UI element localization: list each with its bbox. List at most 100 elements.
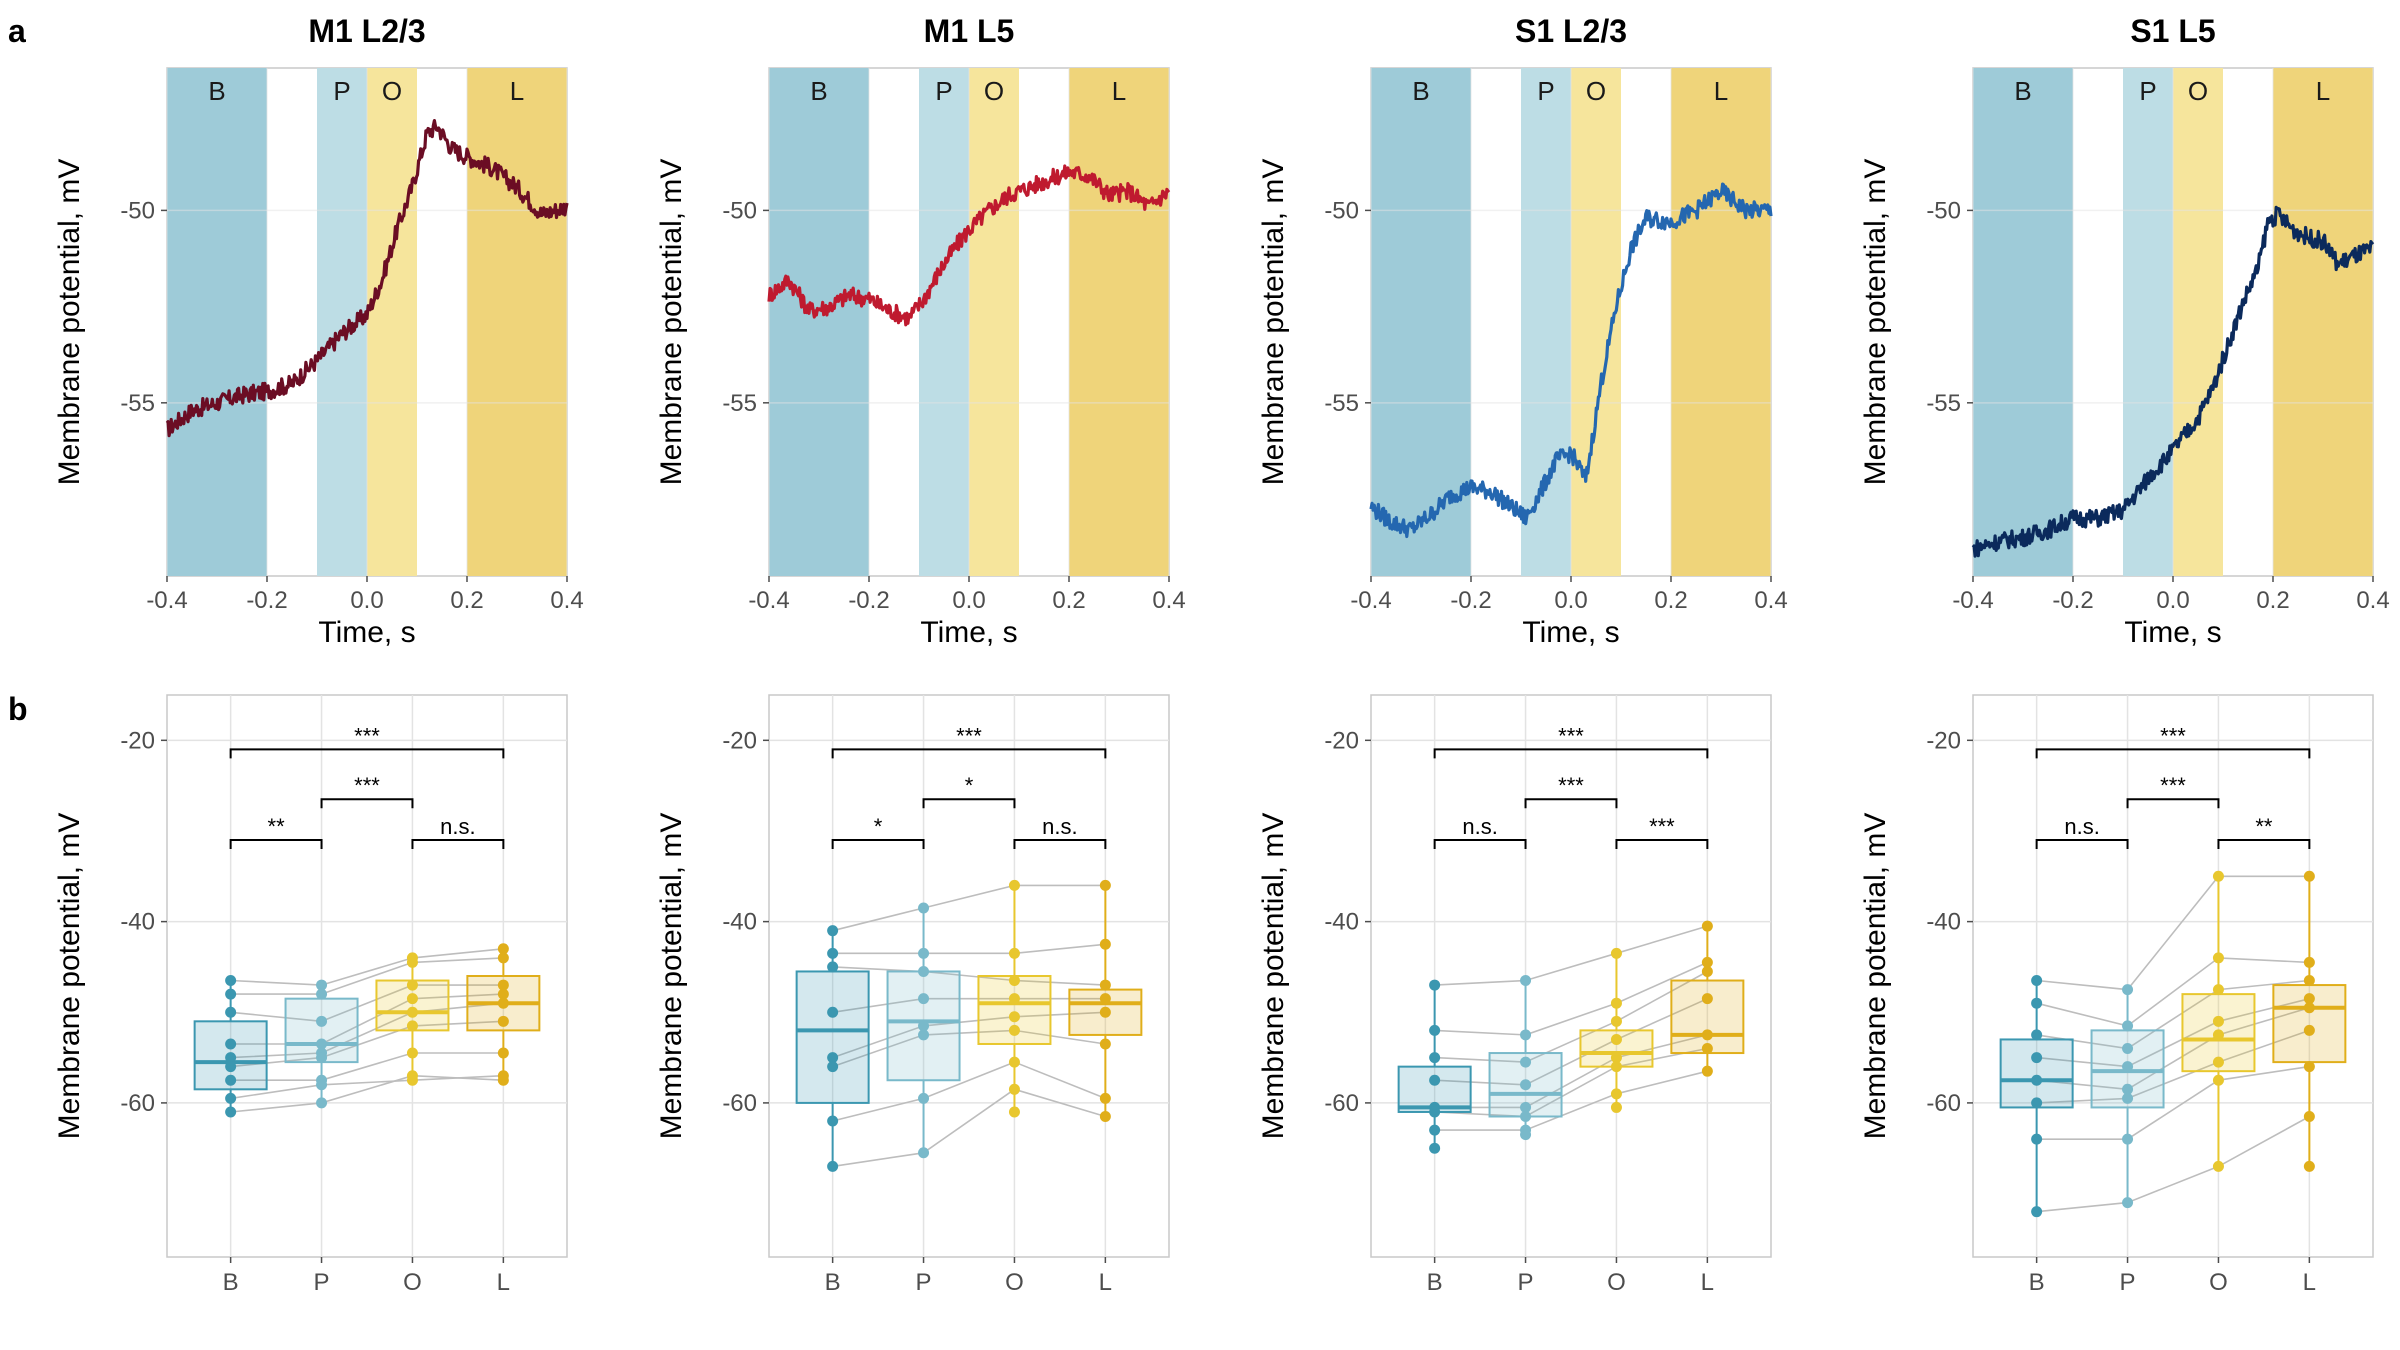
data-point	[406, 993, 418, 1005]
data-point	[1099, 938, 1111, 950]
phase-band-B	[167, 68, 267, 576]
data-point	[827, 961, 839, 973]
x-tick-label: P	[314, 1269, 330, 1296]
significance-bracket	[2126, 798, 2220, 809]
paired-line	[832, 997, 1106, 1014]
phase-label-B: B	[2014, 76, 2031, 106]
data-point	[2122, 1197, 2134, 1209]
y-tick-label: -50	[1926, 197, 1961, 224]
data-point	[2122, 1020, 2134, 1032]
significance-bracket	[320, 798, 414, 809]
data-point	[1429, 1124, 1441, 1136]
series-line	[165, 119, 569, 438]
y-tick-label: -60	[1926, 1090, 1961, 1117]
data-point	[497, 988, 509, 1000]
phase-label-P: P	[333, 76, 350, 106]
phase-label-P: P	[2139, 76, 2156, 106]
x-tick-label: O	[1607, 1269, 1626, 1296]
data-point	[2212, 984, 2224, 996]
phase-label-B: B	[208, 76, 225, 106]
data-point	[2212, 1015, 2224, 1027]
data-point	[2031, 1074, 2043, 1086]
data-point	[497, 979, 509, 991]
phase-band-L	[2273, 68, 2373, 576]
line-chart-4: B P O L -0.4 -0.2 0.0 0.2 0.4 -55 -50 S1 L5 Time, s M…	[1859, 13, 2390, 649]
data-point	[406, 1047, 418, 1059]
line-chart-2: B P O L -0.4 -0.2 0.0 0.2 0.4 -55 -50 M1 L5 Time, s M…	[655, 13, 1186, 649]
phase-label-O: O	[984, 76, 1004, 106]
significance-bracket	[1013, 839, 1107, 850]
y-tick-label: -40	[120, 909, 155, 936]
data-point	[2122, 1061, 2134, 1073]
phase-label-O: O	[1586, 76, 1606, 106]
significance-label: *	[874, 814, 883, 839]
data-point	[2303, 993, 2315, 1005]
x-tick-label: -0.4	[748, 587, 789, 614]
data-point	[1099, 979, 1111, 991]
data-point	[225, 1074, 237, 1086]
data-point	[1008, 1024, 1020, 1036]
significance-bracket	[229, 839, 323, 850]
significance-label: n.s.	[1462, 814, 1497, 839]
x-tick-label: L	[2303, 1269, 2316, 1296]
data-point	[497, 997, 509, 1009]
phase-label-B: B	[810, 76, 827, 106]
y-tick-label: -55	[1926, 390, 1961, 417]
phase-band-P	[1521, 68, 1571, 576]
y-tick-label: -40	[1324, 909, 1359, 936]
data-point	[2212, 1074, 2224, 1086]
y-tick-label: -55	[1324, 390, 1359, 417]
significance-label: ***	[2160, 723, 2186, 748]
data-point	[2031, 1097, 2043, 1109]
data-point	[1008, 1011, 1020, 1023]
y-tick-label: -20	[1324, 727, 1359, 754]
data-point	[827, 1061, 839, 1073]
data-point	[2212, 870, 2224, 882]
paired-line	[1434, 1047, 1708, 1118]
data-point	[1429, 1024, 1441, 1036]
data-point	[1520, 1111, 1532, 1122]
data-point	[827, 1006, 839, 1018]
data-point	[2303, 1160, 2315, 1172]
y-tick-label: -20	[722, 727, 757, 754]
data-point	[2303, 1111, 2315, 1122]
data-point	[406, 956, 418, 968]
y-tick-label: -55	[722, 390, 757, 417]
x-tick-label: -0.4	[1952, 587, 1993, 614]
y-tick-label: -40	[1926, 909, 1961, 936]
phase-band-O	[367, 68, 417, 576]
chart-title: M1 L2/3	[308, 13, 425, 49]
charts-container: B P O L -0.4 -0.2 0.0 0.2 0.4 -55 -50 M1 L2/3 Time, …	[53, 13, 2390, 1296]
paired-line	[230, 948, 504, 986]
significance-label: n.s.	[1042, 814, 1077, 839]
paired-line	[1434, 1034, 1708, 1109]
chart-title: S1 L2/3	[1515, 13, 1627, 49]
y-tick-label: -60	[120, 1090, 155, 1117]
line-chart-3: B P O L -0.4 -0.2 0.0 0.2 0.4 -55 -50 S1 L2/3 Time, …	[1257, 13, 1788, 649]
data-point	[1008, 1083, 1020, 1095]
significance-label: **	[2255, 814, 2273, 839]
box-chart-4: *** *** n.s. ** B P O L -60 -40 -20 Membrane potent…	[1859, 694, 2374, 1296]
x-tick-label: -0.2	[1450, 587, 1491, 614]
box-chart-3: *** *** n.s. *** B P O L -60 -40 -20 Membrane poten…	[1257, 694, 1772, 1296]
data-point	[2303, 975, 2315, 987]
y-axis-label: Membrane potential, mV	[655, 813, 688, 1140]
data-point	[1701, 965, 1713, 977]
y-tick-label: -50	[1324, 197, 1359, 224]
paired-line	[832, 1061, 1106, 1122]
x-tick-label: P	[916, 1269, 932, 1296]
y-tick-label: -50	[120, 197, 155, 224]
phase-band-L	[1671, 68, 1771, 576]
x-tick-label: -0.2	[246, 587, 287, 614]
paired-line	[230, 1002, 504, 1059]
phase-label-O: O	[382, 76, 402, 106]
chart-title: S1 L5	[2130, 13, 2215, 49]
data-point	[2122, 1083, 2134, 1095]
x-tick-label: -0.4	[1350, 587, 1391, 614]
paired-line	[832, 884, 1106, 932]
data-point	[1429, 1142, 1441, 1154]
significance-label: n.s.	[440, 814, 475, 839]
significance-label: ***	[1558, 723, 1584, 748]
